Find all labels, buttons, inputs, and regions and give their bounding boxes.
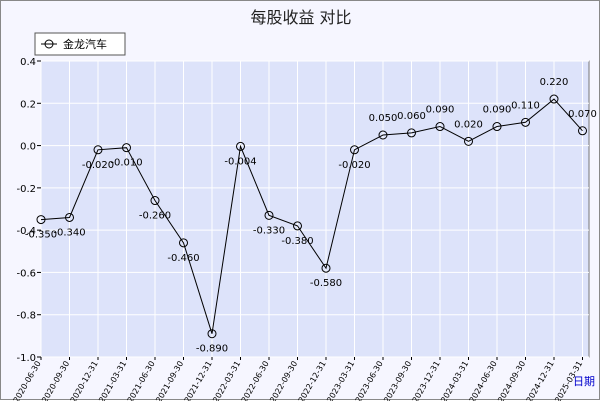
x-tick-label: 2022-09-30 <box>268 360 299 401</box>
data-label: 0.070 <box>568 109 597 120</box>
x-tick-label: 2021-09-30 <box>154 360 185 401</box>
y-axis-ticks: 0.40.20.0-0.2-0.4-0.6-0.8-1.0 <box>16 57 41 364</box>
x-tick-label: 2023-06-30 <box>354 360 385 401</box>
x-tick-label: 2024-12-31 <box>525 360 556 401</box>
x-tick-label: 2022-06-30 <box>240 360 271 401</box>
x-tick-label: 2024-03-31 <box>439 360 470 401</box>
data-label: 0.050 <box>369 113 398 124</box>
x-tick-label: 2021-12-31 <box>183 360 214 401</box>
data-label: -0.890 <box>196 344 228 355</box>
x-tick-label: 2020-12-31 <box>69 360 100 401</box>
data-label: 0.020 <box>454 119 483 130</box>
y-tick-label: 0.2 <box>20 99 36 110</box>
x-tick-label: 2020-09-30 <box>40 360 71 401</box>
data-label: -0.340 <box>53 227 85 238</box>
data-label: -0.020 <box>338 160 370 171</box>
data-label: 0.110 <box>511 100 540 111</box>
chart-title: 每股收益 对比 <box>250 8 351 27</box>
data-label: 0.060 <box>397 111 426 122</box>
x-tick-label: 2024-09-30 <box>496 360 527 401</box>
data-label: -0.460 <box>167 253 199 264</box>
x-axis-ticks: 2020-06-302020-09-302020-12-312021-03-31… <box>12 357 585 401</box>
data-label: -0.350 <box>25 230 57 241</box>
data-label: -0.380 <box>281 236 313 247</box>
y-tick-label: 0.0 <box>20 142 36 153</box>
legend-label: 金龙汽车 <box>63 37 107 51</box>
x-tick-label: 2023-09-30 <box>382 360 413 401</box>
x-tick-label: 2023-12-31 <box>411 360 442 401</box>
data-label: 0.090 <box>426 105 455 116</box>
data-label: -0.004 <box>224 156 256 167</box>
y-tick-label: -0.6 <box>16 268 36 279</box>
x-tick-label: 2022-03-31 <box>211 360 242 401</box>
x-tick-label: 2020-06-30 <box>12 360 43 401</box>
data-label: -0.020 <box>82 160 114 171</box>
x-tick-label: 2021-03-31 <box>97 360 128 401</box>
x-tick-label: 2022-12-31 <box>297 360 328 401</box>
data-label: 0.220 <box>540 77 569 88</box>
y-tick-label: 0.4 <box>20 57 36 68</box>
data-label: -0.260 <box>139 211 171 222</box>
data-label: -0.580 <box>310 278 342 289</box>
data-label: -0.330 <box>253 225 285 236</box>
x-tick-label: 2024-06-30 <box>468 360 499 401</box>
data-label: -0.010 <box>110 158 142 169</box>
y-tick-label: -0.2 <box>16 184 36 195</box>
legend: 金龙汽车 <box>35 33 125 55</box>
x-tick-label: 2021-06-30 <box>126 360 157 401</box>
data-label: 0.090 <box>483 105 512 116</box>
y-tick-label: -0.8 <box>16 311 36 322</box>
x-axis-label: 日期 <box>573 375 595 388</box>
x-tick-label: 2023-03-31 <box>325 360 356 401</box>
